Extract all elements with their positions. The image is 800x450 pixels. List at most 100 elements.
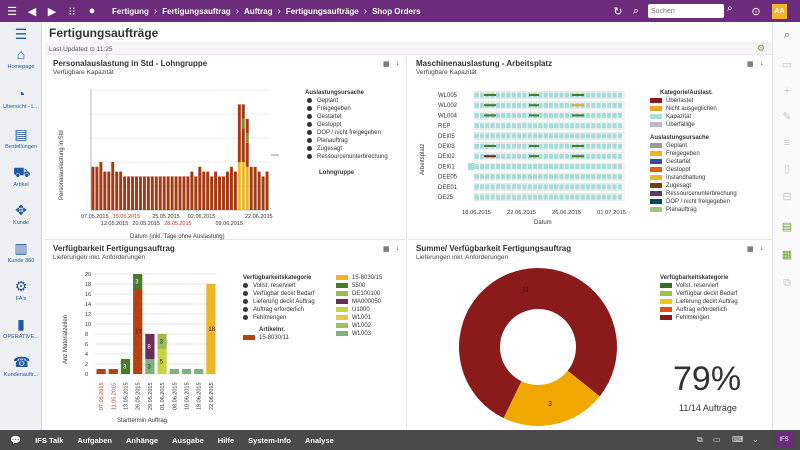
- chevron-down-icon[interactable]: ⌄: [752, 435, 759, 444]
- capacity-cell: [506, 123, 511, 129]
- legend-label: MA000050: [352, 299, 382, 305]
- nav-item-kundenauftraege[interactable]: ☎ Kundenauftr...: [3, 354, 39, 378]
- capacity-cell: [479, 184, 485, 190]
- capacity-cell: [564, 133, 569, 139]
- legend-item: Vollst. reserviert: [660, 282, 738, 290]
- back-icon[interactable]: ◀: [27, 5, 37, 18]
- keyboard-icon[interactable]: ⌨: [732, 435, 744, 444]
- legend-item: Ressourcenunterbrechung: [650, 190, 737, 198]
- capacity-cell: [554, 123, 559, 129]
- bar-segment: [241, 104, 245, 119]
- capacity-cell: [575, 163, 580, 170]
- nav-item-artikel[interactable]: ⛟ Artikel: [13, 164, 31, 188]
- menu-icon[interactable]: ☰: [7, 5, 17, 18]
- capacity-cell: [585, 153, 591, 159]
- legend-marker: [307, 153, 312, 159]
- search-input[interactable]: [648, 4, 724, 18]
- calendar-icon[interactable]: ▦: [383, 61, 390, 68]
- capacity-cell: [501, 174, 506, 180]
- capacity-cell: [506, 133, 511, 139]
- bar-segment: [157, 349, 167, 374]
- legend-title: Auslastungsursache: [305, 90, 365, 96]
- capacity-cell: [522, 184, 527, 190]
- window-icon[interactable]: ⧉: [697, 435, 703, 444]
- filter-icon[interactable]: ⊟: [782, 191, 792, 203]
- home-dot-icon[interactable]: ●: [88, 5, 96, 17]
- bottom-hilfe[interactable]: Hilfe: [217, 435, 235, 445]
- ifs-logo: IFS: [775, 432, 793, 448]
- message-icon[interactable]: ▭: [713, 435, 721, 444]
- calendar-icon[interactable]: ▦: [383, 246, 390, 253]
- capacity-cell: [543, 112, 548, 119]
- legend-marker: [660, 306, 672, 312]
- document-icon[interactable]: ▯: [783, 163, 791, 175]
- donut-slice: [459, 268, 617, 419]
- capacity-cell: [511, 92, 516, 98]
- crumb-1[interactable]: Fertigung: [112, 6, 149, 16]
- nav-item-bestellungen[interactable]: ▤ Bestellungen: [5, 126, 37, 150]
- nav-item-operative[interactable]: ▮ OPERATIVE...: [3, 316, 39, 340]
- forward-icon[interactable]: ▶: [47, 5, 57, 18]
- bottom-system-info[interactable]: System-Info: [248, 435, 291, 445]
- edit-icon[interactable]: ✎: [782, 111, 792, 123]
- bottom-aufgaben[interactable]: Aufgaben: [77, 435, 113, 445]
- crumb-5[interactable]: Shop Orders: [372, 6, 421, 16]
- capacity-cell: [591, 133, 596, 139]
- legend-label: Instandhaltung: [666, 175, 706, 181]
- nav-item-uebersicht[interactable]: ◔ Übersicht - L...: [3, 86, 39, 110]
- chat-icon[interactable]: 💬: [10, 434, 22, 445]
- notification-icon[interactable]: ⊙: [751, 5, 761, 18]
- table-icon[interactable]: ▦: [781, 249, 793, 261]
- bottom-analyse[interactable]: Analyse: [305, 435, 334, 445]
- capacity-cell: [495, 153, 501, 159]
- capacity-cell: [596, 163, 601, 170]
- legend-auslastungsursache: Auslastungsursache Geplant Freigegeben Ges…: [305, 89, 388, 177]
- calendar-icon[interactable]: ▦: [747, 61, 754, 68]
- row-label: WL002: [438, 103, 458, 109]
- capacity-cell: [522, 163, 527, 170]
- nav-menu-icon[interactable]: ☰: [14, 26, 28, 42]
- legend-marker: [650, 158, 662, 164]
- bar-segment: [245, 142, 249, 167]
- download-icon[interactable]: ↓: [760, 60, 764, 67]
- search-icon[interactable]: ⌕: [727, 3, 733, 14]
- legend2-title: Artikelnr.: [259, 327, 286, 333]
- apps-grid-icon[interactable]: ⁝⁝: [68, 5, 76, 18]
- bottom-ausgabe[interactable]: Ausgabe: [172, 435, 204, 445]
- add-icon[interactable]: +: [783, 85, 791, 97]
- panel-maschinenauslastung: Maschinenauslastung - Arbeitsplatz Verfü…: [408, 56, 772, 240]
- crumb-2[interactable]: Fertigungsauftrag: [162, 6, 231, 16]
- avatar[interactable]: AA: [772, 4, 787, 19]
- capacity-cell: [522, 102, 527, 108]
- bottom-anhaenge[interactable]: Anhänge: [126, 435, 159, 445]
- nav-item-kunde-360[interactable]: ▥ Kunde 360: [7, 240, 35, 264]
- capacity-cell: [522, 143, 527, 149]
- capacity-cell: [511, 133, 516, 139]
- bar-segment: [206, 284, 216, 374]
- gear-icon[interactable]: ⚙: [757, 43, 766, 53]
- nav-item-fas[interactable]: ⚙ FA's: [14, 278, 28, 302]
- list-icon[interactable]: ≡: [783, 137, 791, 149]
- bar-segment: [194, 369, 204, 374]
- search-scope-icon[interactable]: ⌕: [632, 4, 640, 17]
- nav-item-kunde[interactable]: ✥ Kunde: [13, 202, 29, 226]
- refresh-icon[interactable]: ↻: [613, 5, 623, 18]
- download-icon[interactable]: ↓: [760, 245, 764, 252]
- download-icon[interactable]: ↓: [396, 245, 400, 252]
- capacity-cell: [585, 184, 591, 190]
- nav-item-homepage[interactable]: ⌂ Homepage: [7, 46, 35, 70]
- capacity-cell: [591, 174, 596, 180]
- legend-verfuegbarkeitskategorie: Verfügbarkeitskategorie Vollst. reservie…: [243, 274, 315, 342]
- legend-marker: [243, 282, 248, 288]
- download-icon[interactable]: ↓: [396, 60, 400, 67]
- page-icon[interactable]: ▭: [781, 59, 793, 71]
- crumb-4[interactable]: Fertigungsaufträge: [285, 6, 359, 16]
- crumb-3[interactable]: Auftrag: [244, 6, 273, 16]
- calendar-icon[interactable]: ▦: [747, 246, 754, 253]
- search-icon[interactable]: ⌕: [783, 29, 791, 41]
- y-tick-label: 10: [85, 322, 91, 328]
- copy-icon[interactable]: ⧉: [783, 277, 791, 289]
- bottom-ifs-talk[interactable]: IFS Talk: [35, 435, 64, 445]
- capacity-cell: [501, 102, 506, 108]
- notes-icon[interactable]: ▤: [781, 221, 793, 233]
